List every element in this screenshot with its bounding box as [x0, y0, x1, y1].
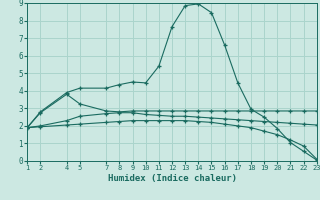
X-axis label: Humidex (Indice chaleur): Humidex (Indice chaleur)	[108, 174, 236, 183]
